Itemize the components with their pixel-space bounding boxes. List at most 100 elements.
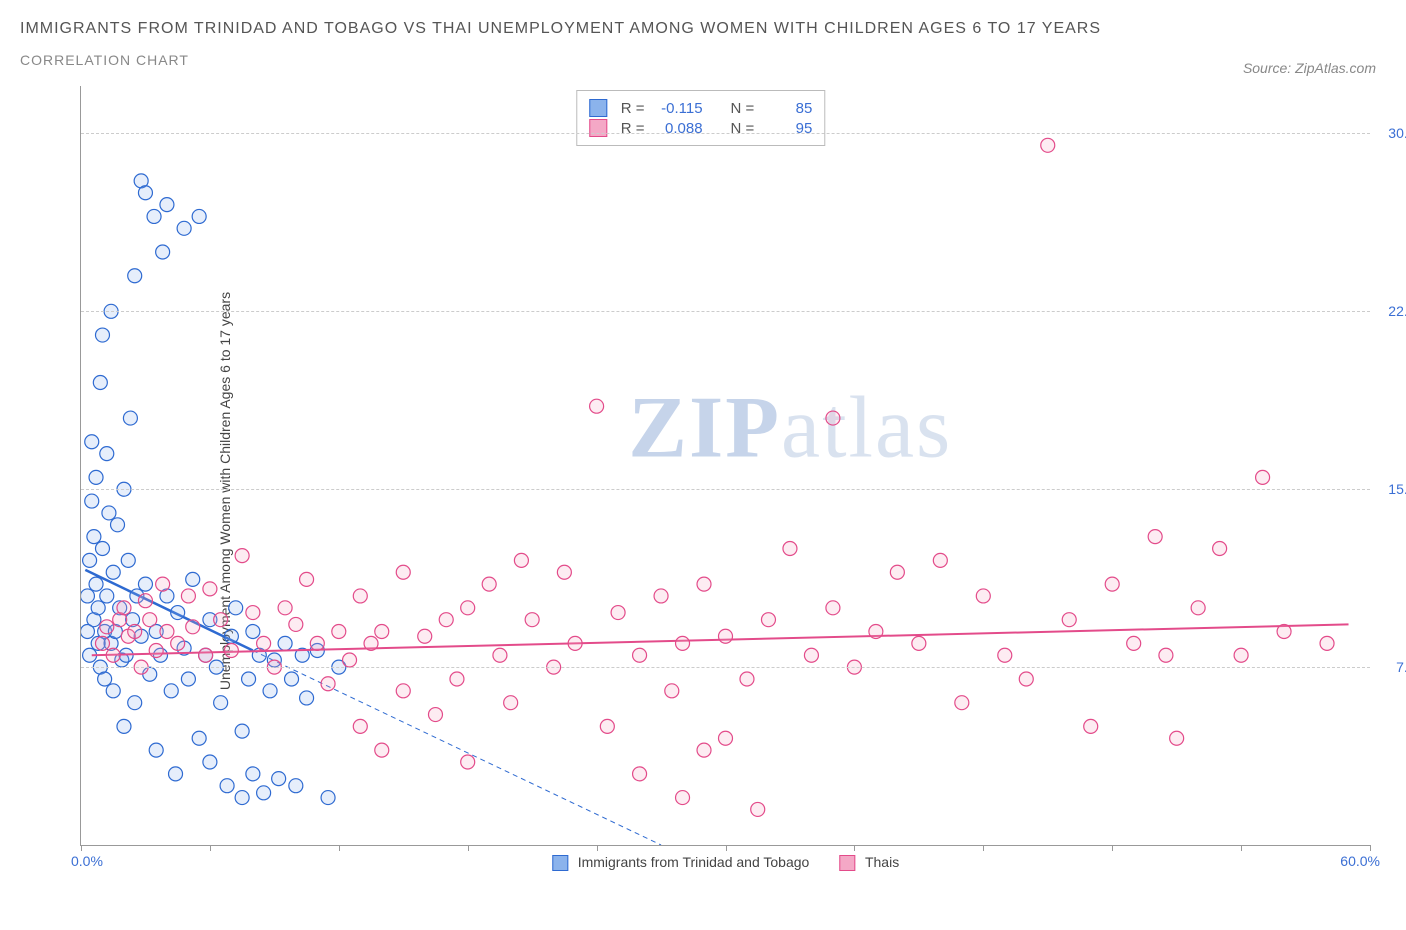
x-tick bbox=[468, 845, 469, 851]
y-tick-label: 7.5% bbox=[1376, 659, 1406, 675]
gridline bbox=[81, 133, 1370, 134]
y-tick-label: 30.0% bbox=[1376, 125, 1406, 141]
data-point bbox=[235, 549, 249, 563]
data-point bbox=[83, 553, 97, 567]
data-point bbox=[91, 601, 105, 615]
data-point bbox=[149, 644, 163, 658]
data-point bbox=[783, 542, 797, 556]
x-tick bbox=[597, 845, 598, 851]
data-point bbox=[332, 625, 346, 639]
data-point bbox=[1170, 731, 1184, 745]
data-point bbox=[869, 625, 883, 639]
data-point bbox=[102, 506, 116, 520]
data-point bbox=[633, 648, 647, 662]
data-point bbox=[263, 684, 277, 698]
data-point bbox=[826, 601, 840, 615]
stats-swatch-series1 bbox=[589, 99, 607, 117]
data-point bbox=[1019, 672, 1033, 686]
data-point bbox=[138, 186, 152, 200]
data-point bbox=[375, 743, 389, 757]
data-point bbox=[1159, 648, 1173, 662]
source-label: Source: ZipAtlas.com bbox=[1243, 60, 1376, 76]
data-point bbox=[121, 553, 135, 567]
data-point bbox=[697, 577, 711, 591]
data-point bbox=[310, 636, 324, 650]
y-tick-label: 22.5% bbox=[1376, 303, 1406, 319]
data-point bbox=[106, 684, 120, 698]
data-point bbox=[890, 565, 904, 579]
data-point bbox=[128, 696, 142, 710]
data-point bbox=[143, 613, 157, 627]
data-point bbox=[514, 553, 528, 567]
gridline bbox=[81, 311, 1370, 312]
data-point bbox=[160, 198, 174, 212]
data-point bbox=[89, 577, 103, 591]
gridline bbox=[81, 667, 1370, 668]
data-point bbox=[740, 672, 754, 686]
data-point bbox=[203, 582, 217, 596]
data-point bbox=[461, 601, 475, 615]
data-point bbox=[654, 589, 668, 603]
data-point bbox=[504, 696, 518, 710]
data-point bbox=[246, 625, 260, 639]
data-point bbox=[321, 791, 335, 805]
data-point bbox=[100, 620, 114, 634]
x-tick bbox=[726, 845, 727, 851]
legend-item-1: Immigrants from Trinidad and Tobago bbox=[552, 854, 810, 871]
data-point bbox=[111, 518, 125, 532]
data-point bbox=[246, 767, 260, 781]
data-point bbox=[186, 620, 200, 634]
x-tick bbox=[1370, 845, 1371, 851]
data-point bbox=[761, 613, 775, 627]
data-point bbox=[676, 636, 690, 650]
x-tick bbox=[1112, 845, 1113, 851]
bottom-legend: Immigrants from Trinidad and Tobago Thai… bbox=[552, 854, 899, 871]
data-point bbox=[160, 625, 174, 639]
data-point bbox=[1041, 138, 1055, 152]
data-point bbox=[482, 577, 496, 591]
data-point bbox=[106, 648, 120, 662]
data-point bbox=[235, 791, 249, 805]
data-point bbox=[95, 636, 109, 650]
data-point bbox=[169, 767, 183, 781]
data-point bbox=[285, 672, 299, 686]
data-point bbox=[89, 470, 103, 484]
data-point bbox=[181, 672, 195, 686]
data-point bbox=[289, 617, 303, 631]
data-point bbox=[220, 779, 234, 793]
data-point bbox=[590, 399, 604, 413]
data-point bbox=[214, 613, 228, 627]
data-point bbox=[912, 636, 926, 650]
stats-legend-box: R = -0.115 N = 85 R = 0.088 N = 95 bbox=[576, 90, 826, 146]
data-point bbox=[100, 589, 114, 603]
data-point bbox=[719, 629, 733, 643]
data-point bbox=[525, 613, 539, 627]
data-point bbox=[100, 447, 114, 461]
data-point bbox=[117, 719, 131, 733]
chart-container: Unemployment Among Women with Children A… bbox=[20, 86, 1380, 896]
plot-area: ZIPatlas R = -0.115 N = 85 R = 0.088 N =… bbox=[80, 86, 1370, 846]
data-point bbox=[171, 606, 185, 620]
data-point bbox=[257, 636, 271, 650]
data-point bbox=[87, 530, 101, 544]
data-point bbox=[353, 589, 367, 603]
data-point bbox=[95, 328, 109, 342]
data-point bbox=[1234, 648, 1248, 662]
data-point bbox=[156, 577, 170, 591]
data-point bbox=[719, 731, 733, 745]
data-point bbox=[192, 731, 206, 745]
data-point bbox=[257, 786, 271, 800]
data-point bbox=[192, 209, 206, 223]
data-point bbox=[461, 755, 475, 769]
data-point bbox=[439, 613, 453, 627]
data-point bbox=[396, 565, 410, 579]
data-point bbox=[171, 636, 185, 650]
data-point bbox=[138, 577, 152, 591]
data-point bbox=[246, 606, 260, 620]
data-point bbox=[1277, 625, 1291, 639]
x-tick-label-max: 60.0% bbox=[1340, 853, 1380, 869]
legend-item-2: Thais bbox=[839, 854, 899, 871]
stats-n-value-1: 85 bbox=[762, 100, 812, 117]
data-point bbox=[1062, 613, 1076, 627]
data-point bbox=[199, 648, 213, 662]
